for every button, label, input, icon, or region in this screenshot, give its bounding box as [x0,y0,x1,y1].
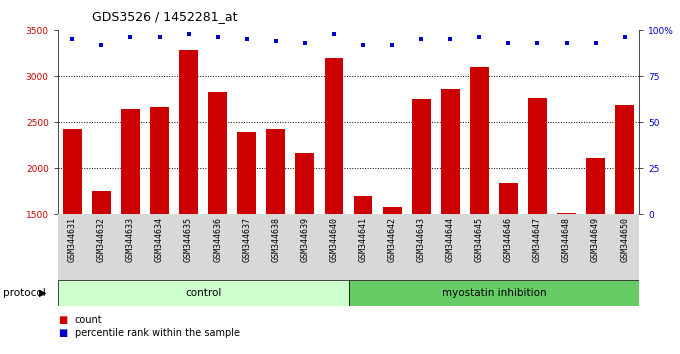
Bar [237,132,256,352]
Bar [295,153,314,352]
Point [358,42,369,48]
Point [328,31,339,36]
Point [474,35,485,40]
Text: ■: ■ [58,328,67,338]
Text: GSM344641: GSM344641 [358,217,367,262]
Bar [411,99,430,352]
Bar [528,98,547,352]
Text: GSM344635: GSM344635 [184,217,193,262]
Text: GSM344632: GSM344632 [97,217,106,262]
Bar [615,105,634,352]
Bar [499,183,518,352]
Text: protocol: protocol [3,288,46,298]
Bar [208,92,227,352]
Point [561,40,572,46]
Point [212,35,223,40]
Bar [354,196,373,352]
Text: GSM344640: GSM344640 [330,217,339,262]
Point [96,42,107,48]
Point [415,36,426,42]
Text: count: count [75,315,103,325]
Point [445,36,456,42]
Point [241,36,252,42]
Text: GSM344647: GSM344647 [533,217,542,262]
Point [125,35,136,40]
Bar [383,207,402,352]
Bar [557,213,576,352]
Bar [121,109,140,352]
Point [183,31,194,36]
Point [619,35,630,40]
Bar [92,191,111,352]
Bar [58,280,348,306]
Text: control: control [185,288,221,298]
Text: GSM344638: GSM344638 [271,217,280,262]
Point [387,42,398,48]
Text: GSM344637: GSM344637 [242,217,251,262]
Bar [267,129,286,352]
Bar [441,89,460,352]
Bar [470,67,489,352]
Text: GSM344639: GSM344639 [301,217,309,262]
Point [532,40,543,46]
Text: GSM344642: GSM344642 [388,217,396,262]
Bar [324,58,343,352]
Text: ▶: ▶ [39,288,47,298]
Point [271,38,282,44]
Text: percentile rank within the sample: percentile rank within the sample [75,328,240,338]
Bar [348,280,639,306]
Text: GSM344645: GSM344645 [475,217,483,262]
Text: GSM344646: GSM344646 [504,217,513,262]
Text: GDS3526 / 1452281_at: GDS3526 / 1452281_at [92,10,237,23]
Point [503,40,514,46]
Text: GSM344644: GSM344644 [446,217,455,262]
Text: GSM344649: GSM344649 [591,217,600,262]
Text: myostatin inhibition: myostatin inhibition [441,288,546,298]
Text: GSM344634: GSM344634 [155,217,164,262]
Point [590,40,601,46]
Text: GSM344636: GSM344636 [214,217,222,262]
Text: GSM344631: GSM344631 [68,217,77,262]
Point [67,36,78,42]
Bar [63,130,82,352]
Point [154,35,165,40]
Bar [179,50,198,352]
Text: GSM344648: GSM344648 [562,217,571,262]
Text: ■: ■ [58,315,67,325]
Text: GSM344643: GSM344643 [417,217,426,262]
Point [299,40,310,46]
Text: GSM344633: GSM344633 [126,217,135,262]
Bar [150,107,169,352]
Bar [586,158,605,352]
Text: GSM344650: GSM344650 [620,217,629,262]
